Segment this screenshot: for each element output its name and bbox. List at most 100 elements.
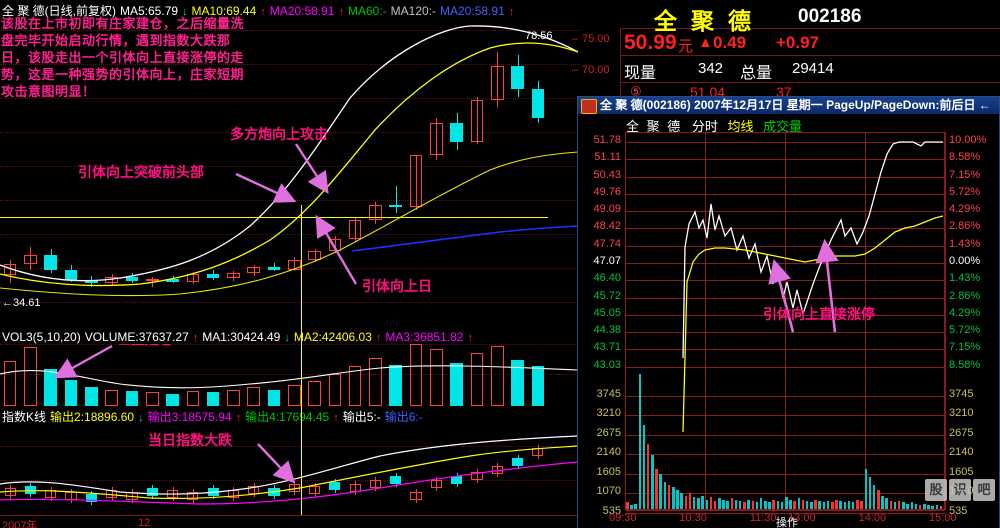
volume-bar <box>511 360 524 406</box>
intraday-annotation-arrows <box>768 238 839 333</box>
candle-body <box>3 263 17 276</box>
ma20-arrow-icon: ↑ <box>338 6 344 18</box>
index-candle-wick <box>50 487 52 501</box>
intraday-volume-axis-label: 3210 <box>596 407 621 420</box>
volume-value-label: VOLUME:37637.27 <box>84 330 189 344</box>
time-axis-label-year: 2007年 <box>2 520 38 528</box>
volume-bar <box>369 357 382 406</box>
index-header-bar: 指数K线 输出2:18896.60 ↓ 输出3:18575.94 ↑ 输出4:17694.… <box>2 408 427 425</box>
index-out3-arrow-icon: ↑ <box>235 412 242 424</box>
intraday-volume-axis-label: 1605 <box>596 465 621 478</box>
volume-bar <box>145 392 159 406</box>
index-candle-wick <box>10 485 12 499</box>
volume-chart-area[interactable]: 巨量建仓 <box>0 344 580 406</box>
intraday-window[interactable]: 全 聚 德(002186) 2007年12月17日 星期一 PageUp/Pag… <box>577 96 1000 528</box>
volume-bar <box>166 393 179 406</box>
candle-wick <box>233 271 235 281</box>
candle-body <box>227 273 240 278</box>
intraday-time-label: 14:00 <box>858 512 887 524</box>
daily-kline-pane: 全 聚 德(日线,前复权) MA5:65.79 ↓ MA10:69.44 ↑ MA20:5… <box>0 4 580 528</box>
kline-chart-area[interactable]: 78.56 ←34.61 多方炮向上攻击 引体向上突破前头部 引体向上日 <box>0 12 580 325</box>
index-candle-body <box>146 488 158 496</box>
moving-average-curves <box>0 25 579 297</box>
intraday-volume-bar <box>835 499 838 509</box>
volume-annotation-arrow <box>53 344 113 379</box>
legend-fenshi: 分时 <box>691 119 718 134</box>
intraday-time-labels: 09:30 10:30 11:30 13:00 14:00 15:00 <box>578 512 1000 526</box>
intraday-volume-bar <box>868 476 872 509</box>
intraday-pct-axis-label: 7.15% <box>949 168 981 181</box>
intraday-price-series <box>682 141 944 433</box>
intraday-time-label: 09:30 <box>609 512 637 524</box>
vol-ma3-arrow-icon: ↑ <box>467 332 473 344</box>
quote-bid5-tag: ⑤ <box>630 84 642 99</box>
index-kline-area[interactable]: 当日指数大跌 <box>0 422 580 516</box>
intraday-volume-bar <box>697 498 700 509</box>
intraday-volume-bar <box>759 498 763 509</box>
intraday-time-axis <box>625 510 945 511</box>
index-candle-wick <box>314 483 316 497</box>
index-candle-body <box>248 486 260 494</box>
intraday-volume-bar <box>810 502 813 509</box>
index-out2-label: 输出2:18896.60 <box>50 410 135 424</box>
intraday-pct-axis-label: 1.43% <box>949 237 981 250</box>
intraday-volume-bar <box>738 500 742 509</box>
intraday-legend: 全 聚 德 分时 均线 成交量 <box>626 116 802 135</box>
candle-body <box>145 278 159 282</box>
legend-junxian: 均线 <box>727 119 754 134</box>
vol-ma1-label: MA1:30424.49 <box>202 330 281 344</box>
intraday-volume-bar <box>646 444 650 509</box>
crosshair-vertical <box>301 205 302 516</box>
candle-body <box>24 254 37 264</box>
quote-change-arrow-icon: ▲ <box>698 34 713 51</box>
analysis-commentary: 该股在上市初即有庄家建仓，之后缩量洗盘完毕开始启动行情，遇到指数大跌那日，该股走… <box>1 17 245 100</box>
intraday-volume-bar <box>793 500 796 509</box>
candle-body <box>267 267 281 271</box>
crosshair-horizontal <box>0 217 548 218</box>
intraday-volume-bar <box>864 468 867 509</box>
candle-wick <box>355 217 357 241</box>
intraday-price-axis-label: 49.76 <box>593 185 621 198</box>
candle-body <box>450 123 463 142</box>
candle-series <box>0 12 580 325</box>
index-ma-curves <box>0 435 579 505</box>
intraday-volume-bar <box>910 502 914 509</box>
intraday-price-axis-label: 45.05 <box>593 306 621 319</box>
intraday-volume-axis-label-right: 3745 <box>949 388 974 400</box>
intraday-volume-bar <box>730 498 734 509</box>
intraday-volume-bar <box>939 506 943 509</box>
intraday-volume-bar <box>843 502 847 509</box>
candle-body <box>430 123 443 156</box>
status-label: 操作 <box>776 517 798 528</box>
index-candle-body <box>187 492 199 500</box>
index-out4-label: 输出4:17694.45 <box>245 410 330 424</box>
index-candle-body <box>329 482 341 490</box>
volume-bar <box>227 389 240 406</box>
index-candle-body <box>430 480 442 488</box>
quote-total-volume-label: 总量 <box>740 65 773 82</box>
index-candle-wick <box>253 483 255 497</box>
intraday-window-titlebar[interactable]: 全 聚 德(002186) 2007年12月17日 星期一 PageUp/Pag… <box>578 97 999 114</box>
intraday-volume-gridline <box>625 512 945 514</box>
annotation-juliang-jiancang: 巨量建仓 <box>117 344 173 349</box>
volume-bar <box>288 384 301 406</box>
intraday-price-axis-label: 47.74 <box>593 237 621 250</box>
intraday-volume-bar <box>931 506 934 509</box>
volume-bar <box>348 366 362 406</box>
candle-body <box>369 204 382 221</box>
intraday-volume-bar <box>780 502 784 509</box>
index-candle-wick <box>71 489 73 503</box>
intraday-volume-bar <box>772 499 775 509</box>
volume-bar <box>247 387 260 406</box>
quote-total-volume-value: 29414 <box>792 60 834 77</box>
volume-bar <box>186 391 200 406</box>
volume-bar <box>470 352 484 406</box>
intraday-volume-bar <box>889 500 893 509</box>
annotation-index-drop: 当日指数大跌 <box>148 433 232 449</box>
intraday-volume-bar <box>893 502 897 509</box>
volume-bar <box>206 392 220 406</box>
intraday-chart-body[interactable]: 全 聚 德 分时 均线 成交量 51.78 10.00% 51.11 8.58% 50.… <box>578 114 999 528</box>
intraday-pct-axis-label: 1.43% <box>949 272 981 285</box>
intraday-volume-bar <box>860 500 863 509</box>
index-candle-body <box>471 472 483 480</box>
